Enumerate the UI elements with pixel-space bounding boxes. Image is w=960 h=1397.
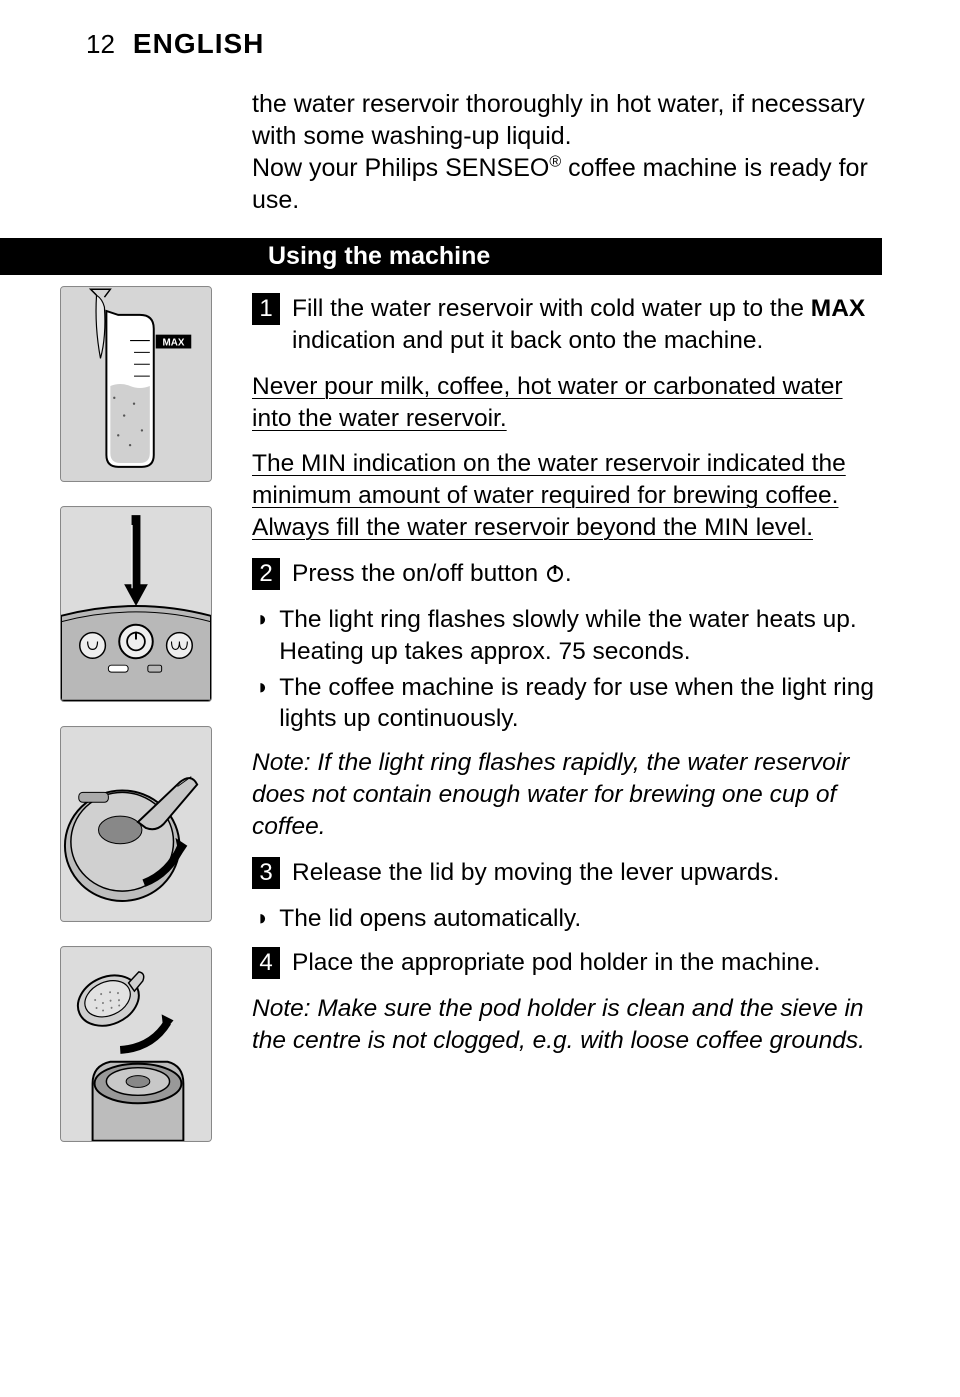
info-text: The MIN indication on the water reservoi… bbox=[252, 448, 882, 544]
intro-line1: the water reservoir thoroughly in hot wa… bbox=[252, 90, 865, 150]
step-number: 1 bbox=[252, 293, 280, 325]
bullet-icon: ◗ bbox=[256, 672, 269, 736]
illustration-water-reservoir: MAX bbox=[60, 286, 212, 482]
section-title: ENGLISH bbox=[133, 28, 264, 60]
step-text: Place the appropriate pod holder in the … bbox=[292, 947, 882, 979]
step-3: 3 Release the lid by moving the lever up… bbox=[252, 857, 882, 889]
bullet-icon: ◗ bbox=[256, 903, 269, 935]
step-text: Release the lid by moving the lever upwa… bbox=[292, 857, 882, 889]
illustration-pod-holder bbox=[60, 946, 212, 1142]
illustration-control-panel bbox=[60, 506, 212, 702]
step-text: Press the on/off button . bbox=[292, 558, 882, 590]
step-number: 4 bbox=[252, 947, 280, 979]
section-bar: Using the machine bbox=[0, 238, 882, 275]
sub-bullet: ◗ The coffee machine is ready for use wh… bbox=[252, 672, 882, 736]
illustration-lid-lever bbox=[60, 726, 212, 922]
step-number: 2 bbox=[252, 558, 280, 590]
intro-paragraph: the water reservoir thoroughly in hot wa… bbox=[252, 88, 882, 216]
note-text: Note: Make sure the pod holder is clean … bbox=[252, 993, 882, 1057]
warning-text: Never pour milk, coffee, hot water or ca… bbox=[252, 371, 882, 435]
power-icon bbox=[545, 563, 565, 583]
content: MAX bbox=[0, 88, 960, 1166]
step-4: 4 Place the appropriate pod holder in th… bbox=[252, 947, 882, 979]
page-number: 12 bbox=[86, 29, 115, 60]
sub-bullet: ◗ The lid opens automatically. bbox=[252, 903, 882, 935]
text-column: the water reservoir thoroughly in hot wa… bbox=[252, 88, 960, 1166]
registered-mark: ® bbox=[549, 154, 561, 171]
step-text: Fill the water reservoir with cold water… bbox=[292, 293, 882, 357]
intro-line2-pre: Now your Philips SENSEO bbox=[252, 154, 549, 182]
page-header: 12 ENGLISH bbox=[0, 0, 960, 60]
bullet-icon: ◗ bbox=[256, 604, 269, 668]
max-label: MAX bbox=[163, 338, 185, 349]
note-text: Note: If the light ring flashes rapidly,… bbox=[252, 747, 882, 843]
step-1: 1 Fill the water reservoir with cold wat… bbox=[252, 293, 882, 357]
step-2: 2 Press the on/off button . bbox=[252, 558, 882, 590]
sub-bullet: ◗ The light ring flashes slowly while th… bbox=[252, 604, 882, 668]
step-number: 3 bbox=[252, 857, 280, 889]
